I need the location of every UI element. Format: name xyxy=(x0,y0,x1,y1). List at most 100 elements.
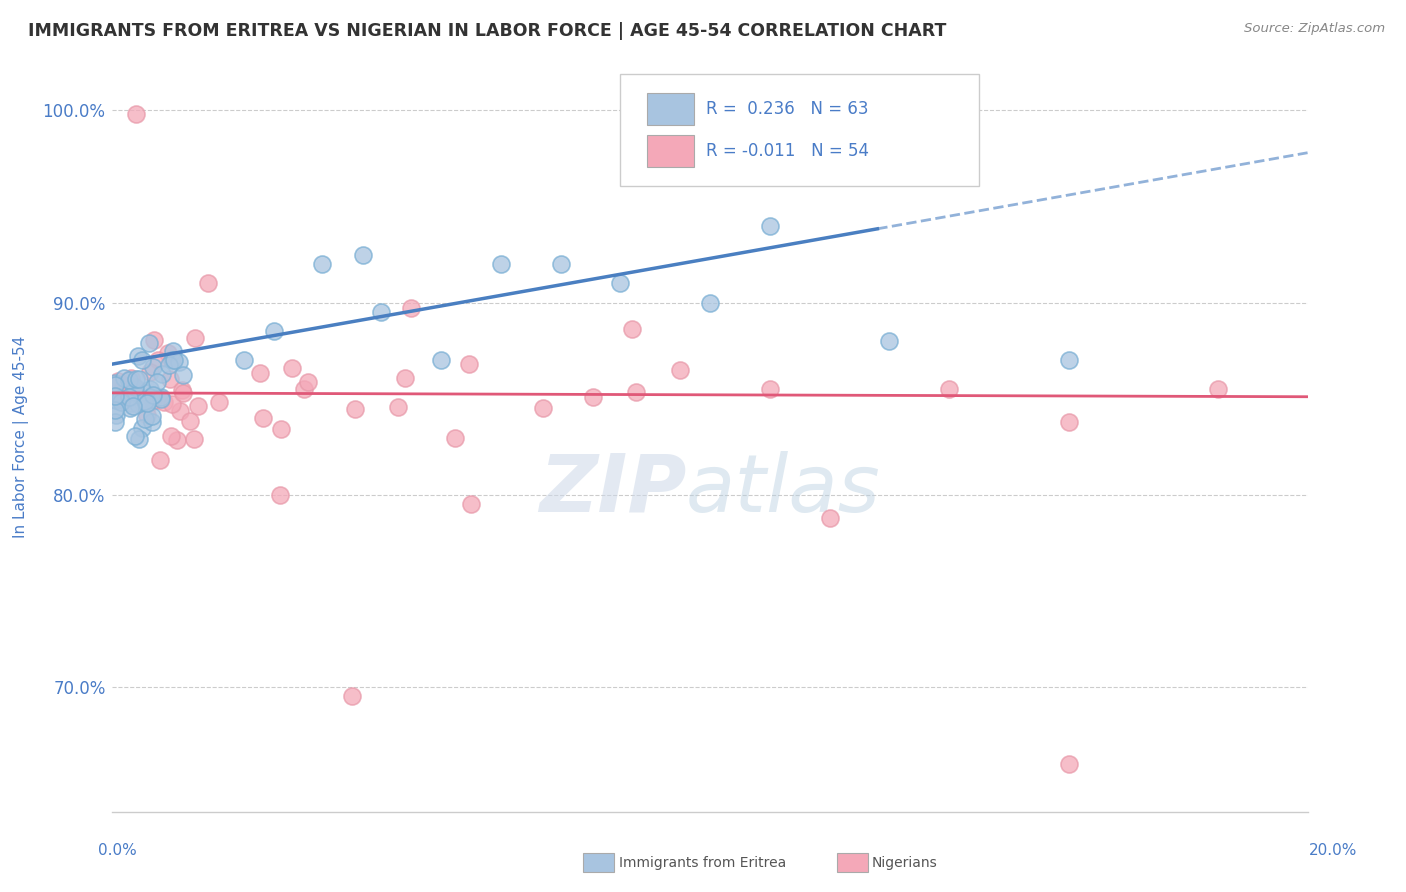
Point xyxy=(624,384,647,399)
Point xyxy=(387,400,409,414)
Point xyxy=(104,403,127,417)
Point xyxy=(444,431,467,445)
Point xyxy=(150,367,173,381)
Point xyxy=(149,390,172,404)
Point xyxy=(879,334,901,348)
Point xyxy=(139,365,162,379)
Point xyxy=(340,690,363,704)
Point xyxy=(111,392,134,407)
Point xyxy=(163,352,186,367)
Point xyxy=(136,408,159,422)
Bar xyxy=(647,93,695,125)
Point xyxy=(104,378,127,392)
Point xyxy=(172,386,194,401)
Point xyxy=(531,401,554,416)
Point xyxy=(142,393,165,408)
Point xyxy=(131,395,153,409)
Point xyxy=(117,391,139,405)
Text: R =  0.236   N = 63: R = 0.236 N = 63 xyxy=(706,100,869,118)
Point xyxy=(128,432,150,446)
Point xyxy=(759,382,782,396)
Point xyxy=(112,371,135,385)
Point xyxy=(582,390,605,404)
Point xyxy=(609,277,631,291)
Point xyxy=(489,257,512,271)
Point xyxy=(124,380,146,394)
Point xyxy=(141,415,163,429)
Point xyxy=(142,333,165,347)
Point xyxy=(141,409,163,423)
Point xyxy=(179,414,201,428)
Point xyxy=(114,388,136,402)
Text: ZIP: ZIP xyxy=(538,450,686,529)
Point xyxy=(152,395,174,409)
Point xyxy=(458,357,481,371)
Point xyxy=(110,394,132,409)
Point xyxy=(281,361,304,376)
Point xyxy=(149,453,172,467)
Point xyxy=(162,396,184,410)
Point xyxy=(124,429,146,443)
Point xyxy=(370,305,392,319)
Point xyxy=(197,277,219,291)
Point xyxy=(207,395,229,409)
Text: 0.0%: 0.0% xyxy=(98,843,138,857)
Point xyxy=(104,389,127,403)
Point xyxy=(105,392,128,407)
Point xyxy=(131,353,153,368)
Y-axis label: In Labor Force | Age 45-54: In Labor Force | Age 45-54 xyxy=(13,336,28,538)
Point xyxy=(142,360,165,375)
Point xyxy=(150,392,173,407)
Point xyxy=(187,399,209,413)
Point xyxy=(127,349,149,363)
Point xyxy=(134,412,156,426)
Point xyxy=(124,385,146,400)
Point xyxy=(105,409,128,423)
Text: Immigrants from Eritrea: Immigrants from Eritrea xyxy=(619,855,786,870)
Point xyxy=(125,372,148,386)
Point xyxy=(183,331,205,345)
Point xyxy=(166,433,188,447)
Point xyxy=(550,257,572,271)
Point xyxy=(159,372,181,386)
Point xyxy=(183,433,205,447)
Point xyxy=(1057,415,1080,429)
Point xyxy=(138,335,160,350)
Point xyxy=(131,421,153,435)
Text: IMMIGRANTS FROM ERITREA VS NIGERIAN IN LABOR FORCE | AGE 45-54 CORRELATION CHART: IMMIGRANTS FROM ERITREA VS NIGERIAN IN L… xyxy=(28,22,946,40)
Point xyxy=(297,375,319,389)
Point xyxy=(263,325,285,339)
Text: atlas: atlas xyxy=(686,450,882,529)
Point xyxy=(1057,353,1080,368)
Point xyxy=(938,382,960,396)
Point xyxy=(669,363,692,377)
Point xyxy=(107,375,129,389)
Point xyxy=(134,394,156,409)
Point xyxy=(108,392,131,407)
Point xyxy=(1057,756,1080,771)
Point xyxy=(1206,382,1229,396)
Point xyxy=(167,354,190,368)
Bar xyxy=(647,135,695,167)
Point xyxy=(162,343,184,358)
Text: Source: ZipAtlas.com: Source: ZipAtlas.com xyxy=(1244,22,1385,36)
Point xyxy=(132,385,155,400)
Point xyxy=(146,375,169,389)
Point xyxy=(156,345,179,359)
Point xyxy=(160,429,183,443)
Point xyxy=(141,388,163,402)
Point xyxy=(620,322,643,336)
Point xyxy=(118,373,141,387)
Text: Nigerians: Nigerians xyxy=(872,855,938,870)
Point xyxy=(160,353,183,368)
Point xyxy=(343,401,366,416)
Point xyxy=(249,366,271,380)
Point xyxy=(292,382,315,396)
Point xyxy=(169,404,191,418)
Point xyxy=(233,353,256,368)
Point xyxy=(401,301,423,316)
Point xyxy=(125,107,148,121)
Point xyxy=(128,372,150,386)
Point xyxy=(252,411,274,425)
Point xyxy=(170,383,193,397)
